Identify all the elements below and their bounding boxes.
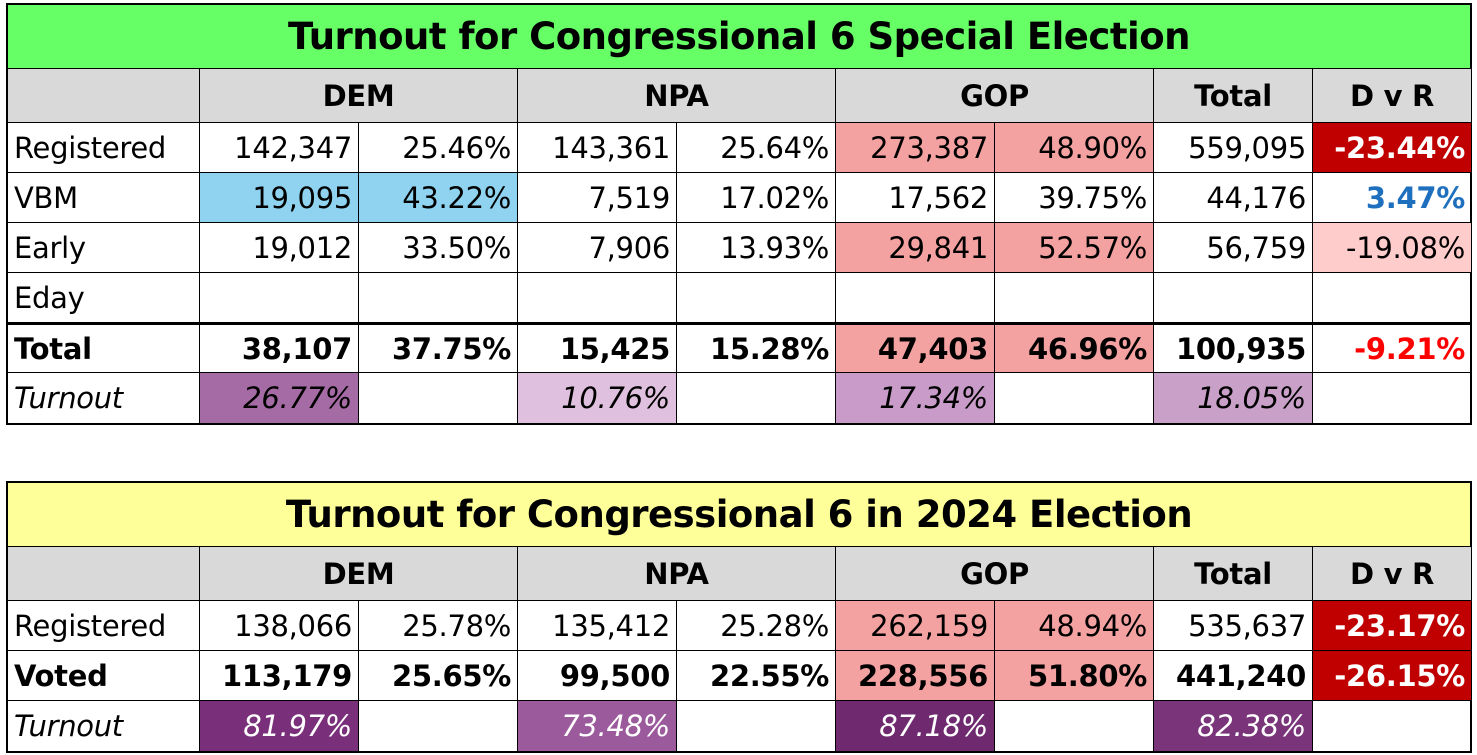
cell-dem-turnout: 26.77% [200, 373, 359, 423]
cell-gop-pct: 48.94% [995, 601, 1154, 651]
cell-total: 441,240 [1154, 651, 1313, 701]
cell-gop-count: 17,562 [836, 173, 995, 223]
cell-empty [995, 701, 1154, 751]
cell-dvr: -9.21% [1313, 323, 1471, 373]
cell-total-turnout: 82.38% [1154, 701, 1313, 751]
cell-gop-pct: 48.90% [995, 123, 1154, 173]
cell-dem-turnout: 81.97% [200, 701, 359, 751]
cell-empty [359, 273, 518, 323]
cell-gop-pct: 46.96% [995, 323, 1154, 373]
cell-dem-count: 19,095 [200, 173, 359, 223]
cell-empty [836, 273, 995, 323]
cell-npa-count: 99,500 [518, 651, 677, 701]
cell-gop-pct: 39.75% [995, 173, 1154, 223]
header-gop: GOP [836, 547, 1154, 601]
cell-npa-pct: 25.28% [677, 601, 836, 651]
cell-empty [677, 273, 836, 323]
table-title: Turnout for Congressional 6 in 2024 Elec… [8, 483, 1470, 547]
cell-npa-count: 7,519 [518, 173, 677, 223]
cell-npa-pct: 25.64% [677, 123, 836, 173]
cell-empty [1313, 273, 1471, 323]
special-election-table: Turnout for Congressional 6 Special Elec… [6, 3, 1472, 425]
cell-gop-count: 228,556 [836, 651, 995, 701]
cell-dem-pct: 43.22% [359, 173, 518, 223]
cell-empty [1313, 701, 1471, 751]
cell-dem-pct: 33.50% [359, 223, 518, 273]
table-title: Turnout for Congressional 6 Special Elec… [8, 5, 1470, 69]
row-label-total: Total [8, 323, 200, 373]
cell-empty [1313, 373, 1471, 423]
cell-empty [995, 273, 1154, 323]
cell-total-turnout: 18.05% [1154, 373, 1313, 423]
header-dem: DEM [200, 547, 518, 601]
cell-npa-pct: 13.93% [677, 223, 836, 273]
cell-total: 535,637 [1154, 601, 1313, 651]
cell-npa-pct: 15.28% [677, 323, 836, 373]
cell-npa-turnout: 10.76% [518, 373, 677, 423]
header-npa: NPA [518, 547, 836, 601]
cell-npa-pct: 22.55% [677, 651, 836, 701]
cell-dvr: -23.17% [1313, 601, 1471, 651]
cell-dem-pct: 25.46% [359, 123, 518, 173]
cell-npa-pct: 17.02% [677, 173, 836, 223]
cell-dvr: 3.47% [1313, 173, 1471, 223]
header-total: Total [1154, 547, 1313, 601]
cell-dem-count: 138,066 [200, 601, 359, 651]
header-blank [8, 69, 200, 123]
cell-empty [359, 373, 518, 423]
cell-dem-pct: 25.78% [359, 601, 518, 651]
header-dvr: D v R [1313, 547, 1471, 601]
row-label-registered: Registered [8, 123, 200, 173]
header-dvr: D v R [1313, 69, 1471, 123]
cell-gop-count: 29,841 [836, 223, 995, 273]
row-label-vbm: VBM [8, 173, 200, 223]
row-label-turnout: Turnout [8, 373, 200, 423]
row-label-voted: Voted [8, 651, 200, 701]
cell-empty [1154, 273, 1313, 323]
cell-total: 559,095 [1154, 123, 1313, 173]
cell-empty [200, 273, 359, 323]
cell-npa-count: 135,412 [518, 601, 677, 651]
cell-empty [677, 373, 836, 423]
row-label-turnout: Turnout [8, 701, 200, 751]
cell-total: 100,935 [1154, 323, 1313, 373]
cell-dvr: -19.08% [1313, 223, 1471, 273]
cell-empty [995, 373, 1154, 423]
cell-dem-pct: 25.65% [359, 651, 518, 701]
cell-empty [518, 273, 677, 323]
cell-npa-count: 143,361 [518, 123, 677, 173]
cell-gop-count: 273,387 [836, 123, 995, 173]
cell-gop-count: 262,159 [836, 601, 995, 651]
cell-empty [677, 701, 836, 751]
cell-gop-pct: 52.57% [995, 223, 1154, 273]
cell-gop-turnout: 87.18% [836, 701, 995, 751]
cell-npa-count: 7,906 [518, 223, 677, 273]
cell-npa-turnout: 73.48% [518, 701, 677, 751]
cell-gop-pct: 51.80% [995, 651, 1154, 701]
header-npa: NPA [518, 69, 836, 123]
cell-total: 56,759 [1154, 223, 1313, 273]
cell-npa-count: 15,425 [518, 323, 677, 373]
2024-election-table: Turnout for Congressional 6 in 2024 Elec… [6, 481, 1472, 753]
row-label-registered: Registered [8, 601, 200, 651]
header-dem: DEM [200, 69, 518, 123]
cell-dvr: -26.15% [1313, 651, 1471, 701]
cell-total: 44,176 [1154, 173, 1313, 223]
cell-gop-count: 47,403 [836, 323, 995, 373]
header-gop: GOP [836, 69, 1154, 123]
cell-dem-count: 113,179 [200, 651, 359, 701]
row-label-eday: Eday [8, 273, 200, 323]
cell-dem-count: 19,012 [200, 223, 359, 273]
cell-dvr: -23.44% [1313, 123, 1471, 173]
header-blank [8, 547, 200, 601]
row-label-early: Early [8, 223, 200, 273]
cell-dem-pct: 37.75% [359, 323, 518, 373]
header-total: Total [1154, 69, 1313, 123]
cell-gop-turnout: 17.34% [836, 373, 995, 423]
cell-dem-count: 142,347 [200, 123, 359, 173]
cell-empty [359, 701, 518, 751]
cell-dem-count: 38,107 [200, 323, 359, 373]
